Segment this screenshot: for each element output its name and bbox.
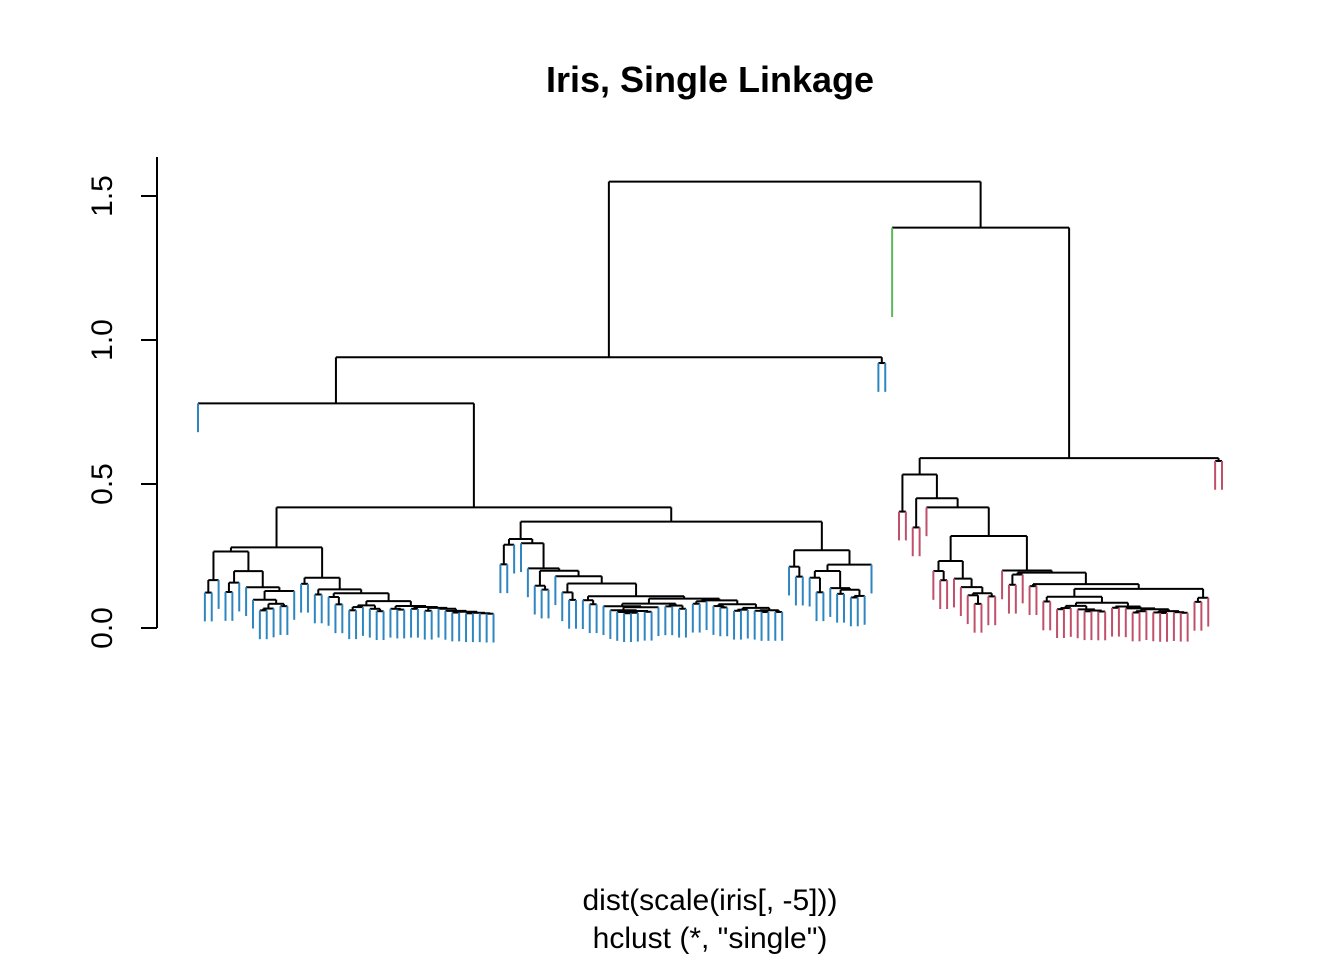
chart-title: Iris, Single Linkage [546, 59, 874, 100]
y-tick-label: 1.0 [86, 319, 119, 361]
dendrogram-links [197, 180, 1223, 643]
y-axis-ticks: 0.0 0.5 1.0 1.5 [86, 175, 157, 649]
y-axis: 0.0 0.5 1.0 1.5 [86, 157, 158, 649]
y-tick-label: 0.0 [86, 607, 119, 649]
method-sublabel: hclust (*, "single") [593, 922, 828, 955]
y-tick-label: 1.5 [86, 175, 119, 217]
x-axis-label: dist(scale(iris[, -5])) [582, 884, 837, 917]
y-tick-label: 0.5 [86, 463, 119, 505]
